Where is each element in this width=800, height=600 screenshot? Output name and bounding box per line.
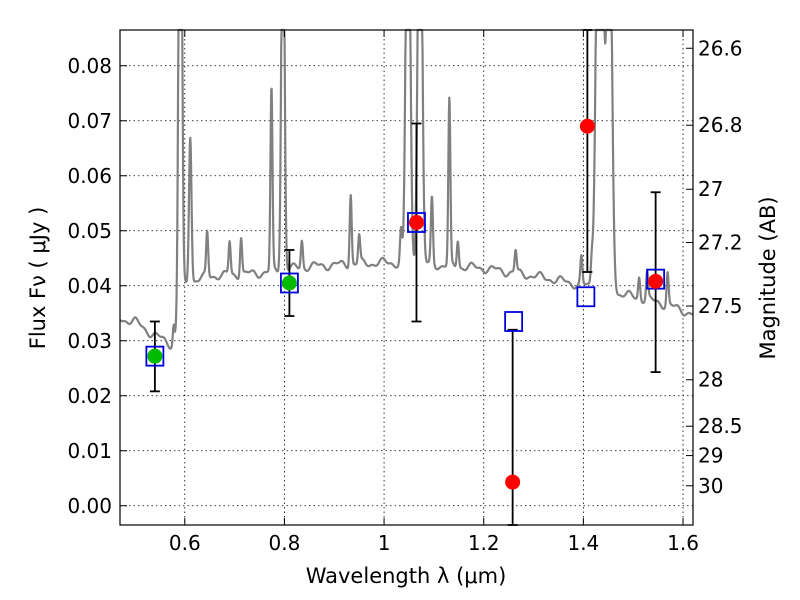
right-axis-ticks: 26.6 26.8 27 27.2 27.5 28 28.5 29 30 [686, 36, 743, 498]
y-tick-label: 0.01 [67, 439, 112, 463]
y-tick-label: 0.00 [67, 494, 112, 518]
red-point [648, 273, 664, 289]
x-tick-label: 1.2 [468, 531, 500, 555]
plot-frame [119, 29, 694, 526]
x-axis-label: Wavelength λ (μm) [306, 564, 507, 588]
x-tick-label: 1.6 [667, 531, 699, 555]
red-point [579, 118, 595, 134]
x-axis-ticks: 0.6 0.8 1 1.2 1.4 1.6 [169, 30, 699, 555]
spectrum-series [119, 28, 694, 350]
x-tick-label: 0.6 [169, 531, 201, 555]
y-axis-ticks: 0.00 0.01 0.02 0.03 0.04 0.05 0.06 0.07 0.08 [67, 54, 127, 518]
y-tick-label: 0.07 [67, 109, 112, 133]
y-tick-label: 0.05 [67, 219, 112, 243]
red-point [408, 215, 424, 230]
model-box [576, 286, 596, 308]
red-point [505, 474, 521, 490]
right-tick-label: 30 [698, 474, 723, 498]
data-points [147, 118, 664, 490]
model-box [504, 311, 524, 332]
right-tick-label: 26.8 [698, 113, 743, 137]
right-tick-label: 27.2 [698, 230, 743, 254]
model-box [280, 272, 299, 294]
grid [120, 30, 693, 525]
right-tick-label: 28 [698, 368, 723, 392]
x-tick-label: 1.4 [567, 531, 599, 555]
y-axis-label: Flux Fν ( μJy ) [26, 207, 50, 350]
y-tick-label: 0.04 [67, 274, 112, 298]
right-axis-label: Magnitude (AB) [756, 196, 780, 359]
model-box [145, 345, 165, 367]
right-tick-label: 27.5 [698, 294, 743, 318]
green-point [147, 348, 163, 364]
green-point [281, 275, 297, 291]
spectrum-line [119, 28, 694, 350]
model-box [407, 212, 426, 233]
right-tick-label: 28.5 [698, 414, 743, 438]
y-tick-label: 0.08 [67, 54, 112, 78]
right-tick-label: 27 [698, 177, 723, 201]
model-boxes [145, 212, 666, 367]
y-tick-label: 0.06 [67, 164, 112, 188]
x-tick-label: 1 [378, 531, 391, 555]
x-tick-label: 0.8 [269, 531, 301, 555]
right-tick-label: 29 [698, 444, 723, 468]
y-tick-label: 0.02 [67, 384, 112, 408]
y-tick-label: 0.03 [67, 329, 112, 353]
right-tick-label: 26.6 [698, 36, 743, 60]
